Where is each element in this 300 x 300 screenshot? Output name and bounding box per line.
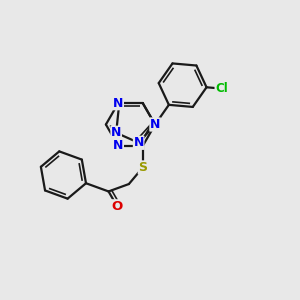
Text: N: N [150, 118, 160, 131]
Text: O: O [112, 200, 123, 213]
Text: N: N [134, 136, 144, 149]
Text: N: N [113, 97, 123, 110]
Text: N: N [113, 139, 123, 152]
Text: N: N [111, 126, 122, 139]
Text: S: S [138, 161, 147, 174]
Text: Cl: Cl [215, 82, 228, 95]
